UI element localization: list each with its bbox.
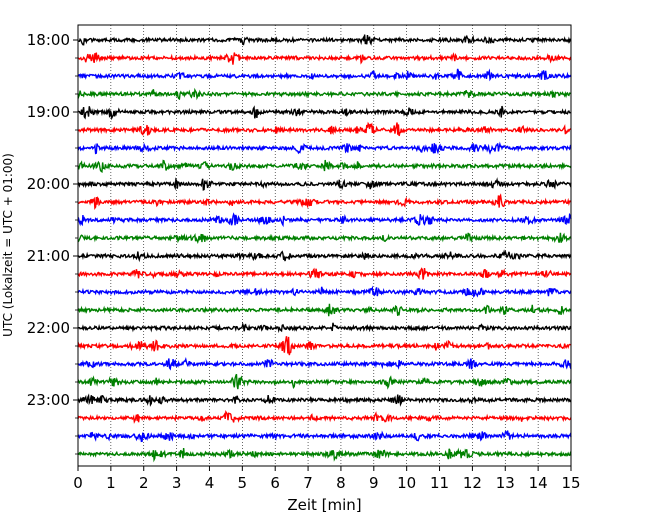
x-tick-label: 3	[172, 474, 182, 492]
x-tick-label: 2	[139, 474, 149, 492]
trace-line	[77, 68, 572, 82]
x-tick-label: 11	[430, 474, 449, 492]
x-axis: 0 1 2 3 4 5 6 7 8 9 10 11 12 13 14 15	[73, 466, 581, 492]
x-tick-label: 12	[463, 474, 482, 492]
trace-line	[77, 159, 572, 174]
x-tick-label: 9	[369, 474, 379, 492]
x-tick-label: 0	[73, 474, 83, 492]
trace-line	[77, 393, 572, 407]
trace-line	[77, 87, 572, 101]
trace-line	[77, 410, 572, 424]
trace-line	[77, 232, 572, 244]
y-axis-label: UTC (Lokalzeit = UTC + 01:00)	[1, 153, 15, 337]
y-tick-label: 23:00	[27, 391, 70, 409]
trace-line	[77, 447, 572, 463]
y-tick-label: 20:00	[27, 175, 70, 193]
trace-line	[77, 34, 572, 46]
trace-line	[77, 357, 572, 371]
x-tick-label: 13	[496, 474, 515, 492]
trace-line	[77, 249, 572, 263]
x-tick-label: 10	[397, 474, 416, 492]
x-tick-label: 14	[529, 474, 548, 492]
trace-line	[77, 373, 572, 390]
x-tick-label: 15	[561, 474, 580, 492]
x-tick-label: 6	[270, 474, 280, 492]
trace-group	[77, 34, 572, 463]
trace-line	[77, 212, 572, 228]
x-tick-label: 1	[106, 474, 116, 492]
trace-line	[77, 193, 572, 210]
trace-line	[77, 105, 572, 121]
y-tick-label: 19:00	[27, 103, 70, 121]
y-axis: 18:00 19:00 20:00 21:00 22:00 23:00	[27, 31, 78, 455]
plot-frame	[77, 24, 572, 467]
x-tick-label: 4	[205, 474, 215, 492]
trace-line	[77, 177, 572, 191]
trace-line	[77, 52, 572, 65]
x-tick-label: 5	[238, 474, 248, 492]
y-tick-label: 21:00	[27, 247, 70, 265]
trace-line	[77, 121, 572, 137]
x-tick-label: 8	[336, 474, 346, 492]
y-tick-label: 18:00	[27, 31, 70, 49]
trace-line	[77, 430, 572, 443]
trace-line	[77, 267, 572, 280]
trace-line	[77, 336, 572, 356]
trace-line	[77, 321, 572, 334]
trace-line	[77, 285, 572, 298]
x-axis-label: Zeit [min]	[287, 496, 361, 514]
trace-line	[77, 303, 572, 317]
x-tick-label: 7	[303, 474, 313, 492]
trace-line	[77, 141, 572, 155]
y-tick-label: 22:00	[27, 319, 70, 337]
